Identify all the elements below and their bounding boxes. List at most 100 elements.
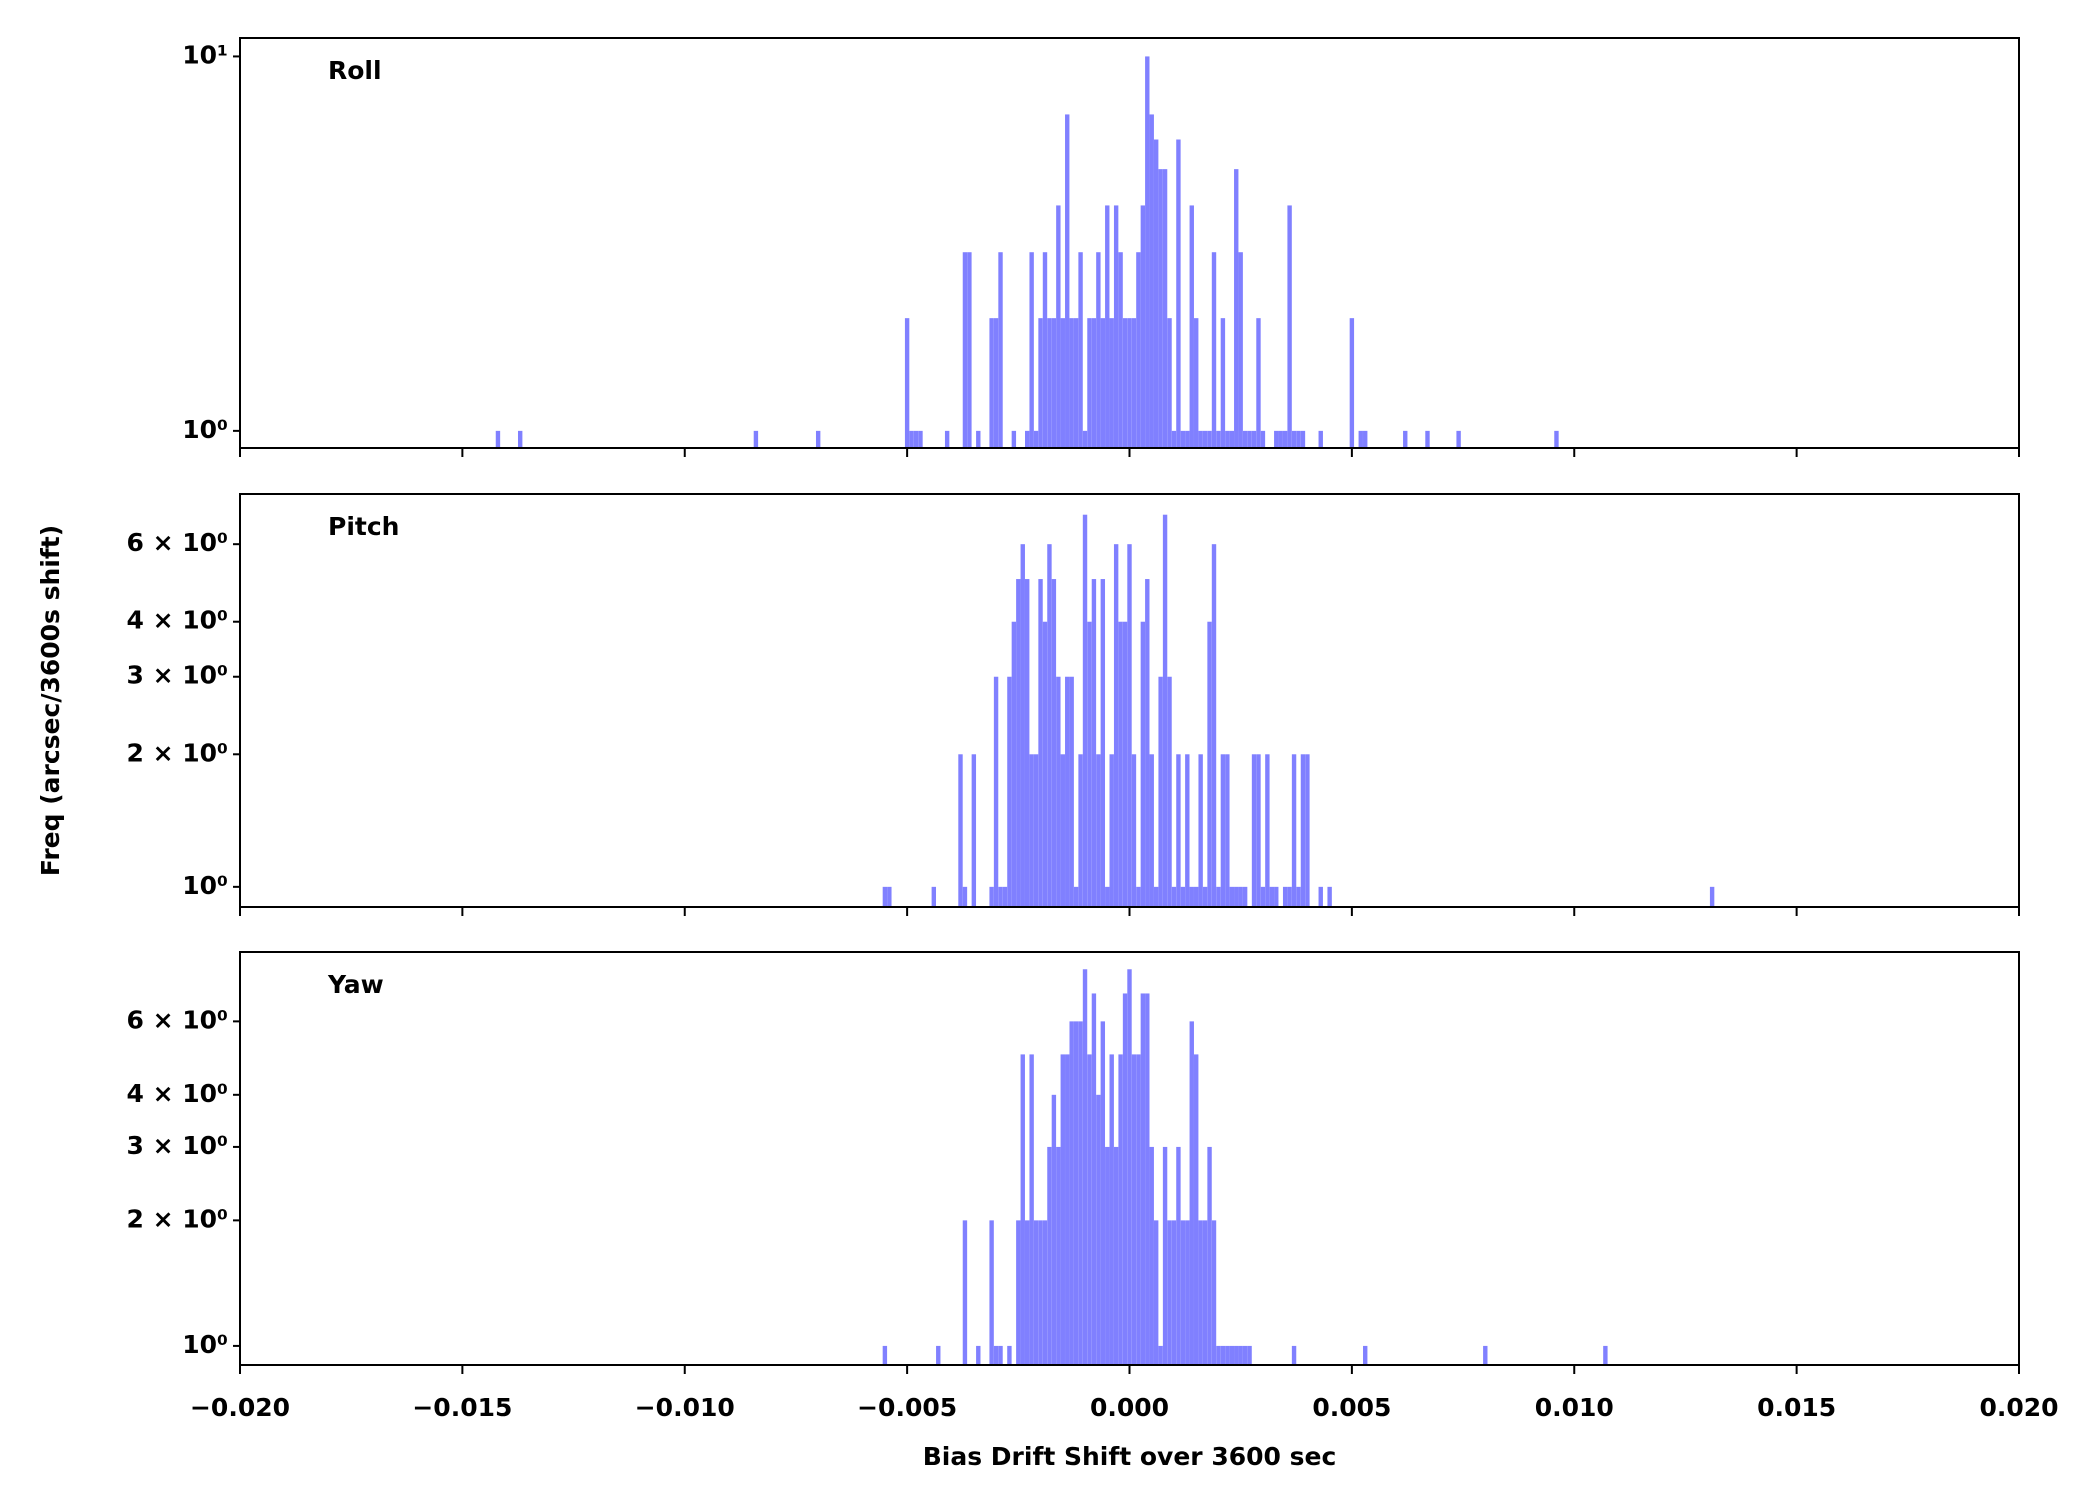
y-tick-label: 10⁰: [182, 1330, 228, 1359]
bar: [1122, 993, 1128, 1365]
bar: [1011, 621, 1017, 907]
bar: [1176, 754, 1181, 907]
bar: [1038, 1220, 1043, 1365]
bar: [1202, 430, 1208, 448]
bar: [989, 886, 994, 907]
bar: [1060, 318, 1065, 448]
bar: [1171, 886, 1177, 907]
bar: [1425, 430, 1430, 448]
bar: [1109, 754, 1114, 907]
bar: [1029, 252, 1034, 448]
panel-title: Yaw: [327, 970, 384, 999]
bar: [1136, 252, 1141, 448]
bar: [1051, 579, 1057, 907]
bar: [1105, 205, 1110, 448]
bars: [495, 56, 1559, 448]
bar: [1274, 886, 1279, 907]
bar: [1269, 886, 1275, 907]
bar: [1238, 1345, 1243, 1365]
bar: [882, 886, 888, 907]
bar: [1198, 430, 1203, 448]
bar: [1069, 676, 1074, 907]
bar: [1069, 318, 1074, 448]
bar: [1025, 1220, 1030, 1365]
bar: [1216, 1345, 1221, 1365]
bar: [1105, 1146, 1110, 1365]
bar: [1158, 676, 1163, 907]
bars: [882, 514, 1715, 907]
bar: [998, 886, 1003, 907]
bar: [1282, 430, 1288, 448]
bar: [1136, 1054, 1141, 1365]
bar: [1051, 318, 1057, 448]
bar: [1127, 969, 1132, 1365]
bar: [1211, 252, 1217, 448]
bar: [517, 430, 523, 448]
bar: [1202, 886, 1208, 907]
bar: [495, 430, 501, 448]
bar: [1287, 205, 1292, 448]
bar: [931, 886, 937, 907]
bar: [1291, 1345, 1297, 1365]
bar: [1225, 754, 1230, 907]
bar: [1011, 430, 1017, 448]
bar: [993, 676, 999, 907]
bars: [882, 969, 1608, 1365]
bar: [1140, 621, 1146, 907]
bar: [882, 1345, 888, 1365]
bar: [1300, 754, 1306, 907]
bar: [1242, 886, 1248, 907]
bar: [1194, 1054, 1199, 1365]
bar: [1082, 969, 1088, 1365]
bar: [1087, 621, 1092, 907]
bar: [1042, 1220, 1048, 1365]
bar: [1207, 1146, 1212, 1365]
bar: [1554, 430, 1559, 448]
bar: [1180, 430, 1186, 448]
y-tick-label: 2 × 10⁰: [127, 1204, 229, 1233]
bar: [1363, 430, 1368, 448]
bar: [1403, 430, 1408, 448]
bar: [1105, 886, 1110, 907]
bar: [1171, 430, 1177, 448]
bar: [1296, 430, 1301, 448]
bar: [1274, 430, 1279, 448]
bar: [1238, 252, 1243, 448]
bar: [962, 1220, 968, 1365]
bar: [1140, 993, 1146, 1365]
bar: [1234, 1345, 1239, 1365]
bar: [936, 1345, 941, 1365]
bar: [1096, 1094, 1101, 1365]
bar: [1220, 318, 1226, 448]
bar: [1118, 621, 1123, 907]
bar: [1096, 252, 1101, 448]
bar: [1047, 318, 1052, 448]
bar: [1113, 544, 1119, 907]
bar: [1100, 579, 1106, 907]
bar: [1229, 1345, 1234, 1365]
bar: [1220, 754, 1226, 907]
bar: [1176, 1146, 1181, 1365]
bar: [1483, 1345, 1488, 1365]
bar: [1091, 579, 1097, 907]
bar: [1007, 676, 1012, 907]
bar: [1131, 1054, 1137, 1365]
bar: [1069, 1021, 1074, 1365]
bar: [1238, 886, 1243, 907]
bar: [1145, 993, 1150, 1365]
y-tick-label: 4 × 10⁰: [127, 1079, 229, 1108]
y-tick-label: 10⁰: [182, 871, 228, 900]
bar: [1033, 430, 1039, 448]
y-axis-label: Freq (arcsec/3600s shift): [36, 525, 65, 876]
bar: [1251, 430, 1257, 448]
bar: [1216, 886, 1221, 907]
bar: [967, 252, 972, 448]
bar: [1225, 1345, 1230, 1365]
bar: [1140, 205, 1146, 448]
bar: [1211, 1220, 1217, 1365]
bar: [1349, 318, 1355, 448]
x-tick-label: −0.015: [412, 1393, 512, 1422]
bar: [1078, 754, 1083, 907]
bar: [1065, 676, 1070, 907]
bar: [944, 430, 950, 448]
